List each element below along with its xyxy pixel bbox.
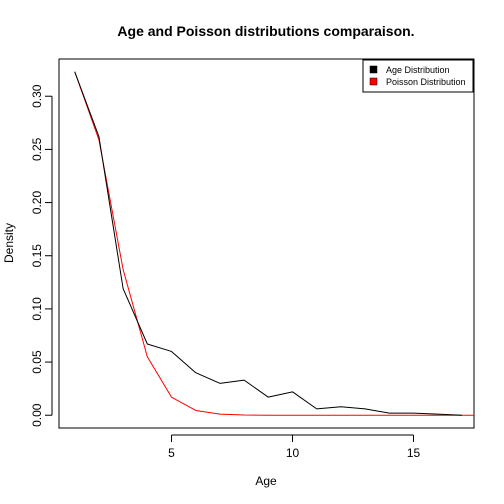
y-tick-label: 0.15 <box>30 244 44 268</box>
y-tick-label: 0.00 <box>30 403 44 427</box>
x-axis-label: Age <box>255 474 277 488</box>
x-tick-label: 15 <box>407 446 421 460</box>
y-tick-label: 0.25 <box>30 137 44 161</box>
plot-area-border <box>58 58 475 429</box>
chart-title: Age and Poisson distributions comparaiso… <box>117 23 414 39</box>
legend: Age Distribution Poisson Distribution <box>362 59 474 93</box>
x-tick-label: 10 <box>286 446 300 460</box>
series-line-age <box>74 71 462 416</box>
y-axis: 0.00 0.05 0.10 0.15 0.20 0.25 0.30 <box>30 84 53 427</box>
x-axis: 5 10 15 <box>168 434 421 460</box>
y-tick-label: 0.05 <box>30 350 44 374</box>
legend-key-poisson <box>369 77 378 86</box>
legend-box <box>362 59 474 93</box>
x-tick-label: 5 <box>168 446 175 460</box>
y-tick-label: 0.10 <box>30 297 44 321</box>
y-tick-label: 0.30 <box>30 84 44 108</box>
legend-label-age: Age Distribution <box>386 65 450 75</box>
y-tick-label: 0.20 <box>30 191 44 215</box>
legend-label-poisson: Poisson Distribution <box>386 77 466 87</box>
series-line-poisson <box>74 71 474 416</box>
series-layer <box>74 71 474 416</box>
y-axis-label: Density <box>2 223 16 263</box>
legend-key-age <box>369 65 378 74</box>
